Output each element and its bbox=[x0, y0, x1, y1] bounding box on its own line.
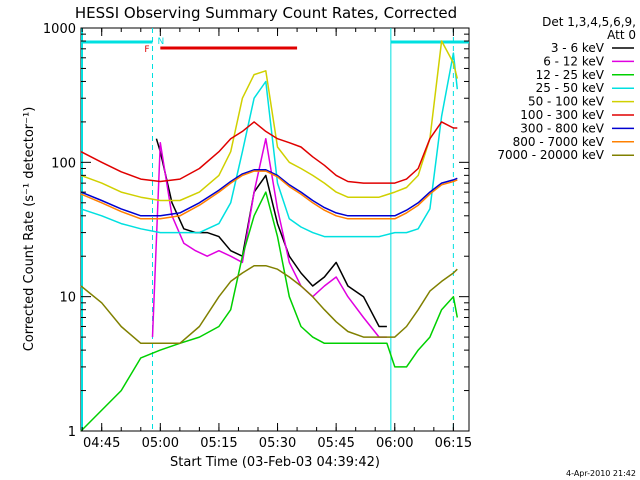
x-tick-label-4: 05:45 bbox=[317, 436, 354, 451]
chart-title: HESSI Observing Summary Count Rates, Cor… bbox=[75, 4, 457, 22]
x-tick-label-1: 05:00 bbox=[142, 436, 179, 451]
series-line-6 bbox=[80, 169, 458, 217]
y-axis-label: Corrected Count Rate (s⁻¹ detector⁻¹) bbox=[22, 107, 37, 352]
x-tick-label-5: 06:00 bbox=[376, 436, 413, 451]
legend-header-0: Det 1,3,4,5,6,9, bbox=[542, 15, 636, 29]
series-line-3 bbox=[80, 52, 459, 238]
y-tick-label-2: 100 bbox=[51, 156, 76, 171]
legend-label-7: 800 - 7000 keV bbox=[513, 135, 605, 149]
annotation-layer: FN bbox=[81, 28, 469, 431]
night-flag-label: N bbox=[158, 37, 165, 47]
x-tick-label-3: 05:30 bbox=[259, 436, 296, 451]
legend-label-6: 300 - 800 keV bbox=[520, 121, 604, 135]
legend-label-3: 25 - 50 keV bbox=[536, 81, 605, 95]
series-line-2 bbox=[80, 191, 459, 432]
legend-header-1: Att 0 bbox=[607, 28, 636, 42]
series-line-8 bbox=[80, 264, 458, 345]
legend-label-4: 50 - 100 keV bbox=[528, 95, 605, 109]
x-tick-label-0: 04:45 bbox=[83, 436, 120, 451]
x-tick-label-6: 06:15 bbox=[435, 436, 472, 451]
x-tick-label-2: 05:15 bbox=[200, 436, 237, 451]
x-axis-label: Start Time (03-Feb-03 04:39:42) bbox=[170, 455, 380, 470]
axis-layer: 04:45 05:00 05:15 05:30 05:45 06:00 06:15 1 10 10… bbox=[43, 22, 472, 451]
y-tick-label-3: 1000 bbox=[43, 22, 76, 37]
footer-date: 4-Apr-2010 21:42 bbox=[566, 469, 636, 478]
y-tick-label-1: 10 bbox=[59, 291, 76, 306]
flare-flag-label: F bbox=[144, 45, 149, 55]
legend-label-5: 100 - 300 keV bbox=[520, 108, 604, 122]
series-line-1 bbox=[151, 137, 387, 338]
series-line-7 bbox=[80, 170, 458, 220]
legend-label-8: 7000 - 20000 keV bbox=[497, 148, 604, 162]
legend-label-2: 12 - 25 keV bbox=[536, 68, 605, 82]
legend-label-0: 3 - 6 keV bbox=[551, 41, 605, 55]
series-line-0 bbox=[155, 138, 387, 328]
series-line-4 bbox=[80, 40, 459, 202]
series-line-5 bbox=[80, 121, 458, 184]
legend-label-1: 6 - 12 keV bbox=[543, 54, 605, 68]
series-layer bbox=[80, 40, 459, 432]
y-tick-label-0: 1 bbox=[68, 425, 76, 440]
